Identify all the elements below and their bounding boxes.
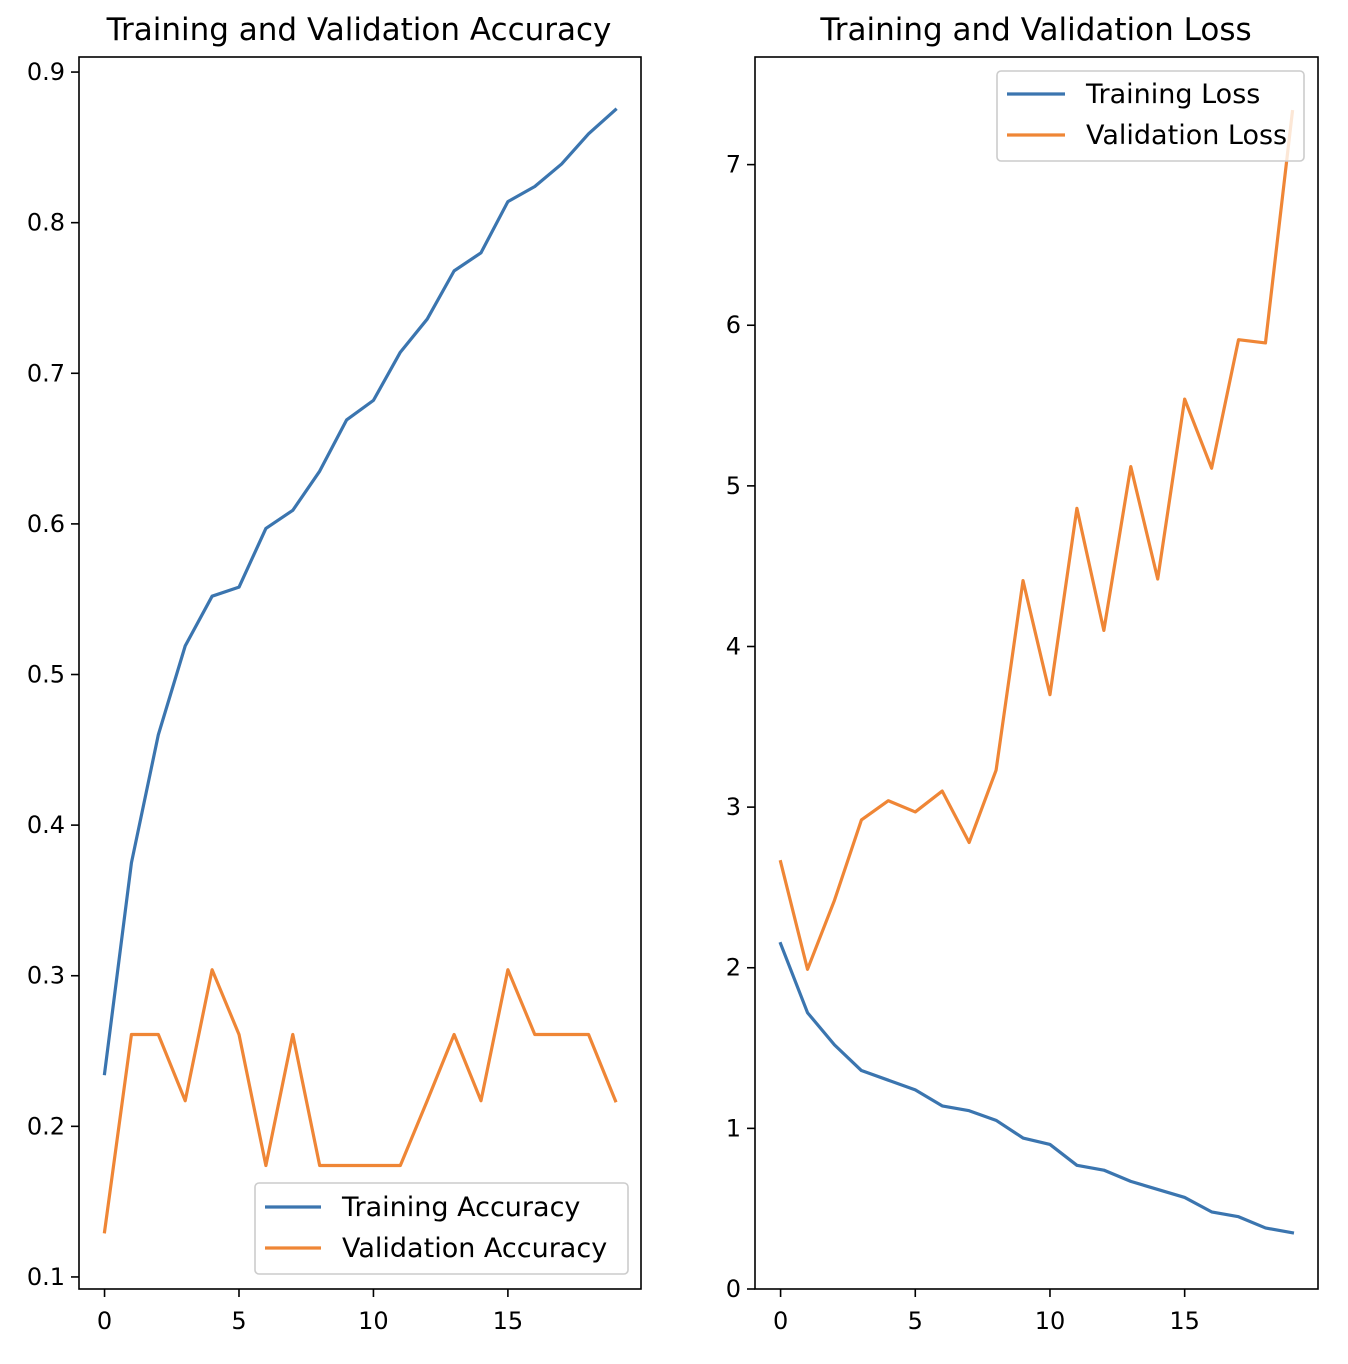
accuracy-legend-box — [254, 1182, 629, 1275]
accuracy-y-tick-label: 0.1 — [27, 1263, 65, 1291]
loss-y-tick-label: 4 — [726, 632, 741, 660]
accuracy-chart-title: Training and Validation Accuracy — [106, 12, 612, 48]
loss-legend-box — [996, 70, 1305, 162]
loss-legend-label-validation: Validation Loss — [1086, 120, 1287, 151]
accuracy-y-tick-label: 0.7 — [27, 359, 65, 387]
loss-x-tick-label: 15 — [1169, 1307, 1200, 1335]
loss-y-tick-label: 3 — [726, 793, 741, 821]
accuracy-series-lines — [102, 107, 618, 1234]
validation-loss-line — [778, 109, 1295, 971]
accuracy-y-tick-label: 0.3 — [27, 962, 65, 990]
accuracy-legend: Training Accuracy Validation Accuracy — [254, 1182, 629, 1275]
accuracy-y-tick-label: 0.2 — [27, 1112, 65, 1140]
accuracy-x-tick-label: 0 — [97, 1307, 112, 1335]
accuracy-y-axis: 0.1 0.2 0.3 0.4 0.5 0.6 0.7 0.8 0.9 — [27, 58, 79, 1291]
loss-series-lines — [778, 109, 1295, 1235]
accuracy-x-tick-label: 15 — [493, 1307, 524, 1335]
training-accuracy-line — [102, 107, 618, 1076]
accuracy-axes-frame — [78, 56, 642, 1290]
loss-y-tick-label: 1 — [726, 1114, 741, 1142]
accuracy-x-tick-label: 10 — [358, 1307, 389, 1335]
accuracy-x-axis: 0 5 10 15 — [97, 1289, 523, 1335]
loss-y-tick-label: 0 — [726, 1275, 741, 1303]
accuracy-plot-area: 0 5 10 15 0.1 0.2 0.3 0.4 0.5 0.6 0.7 0.8 0.9 — [27, 56, 642, 1335]
accuracy-legend-label-validation: Validation Accuracy — [342, 1233, 607, 1264]
loss-x-tick-label: 5 — [908, 1307, 923, 1335]
loss-x-tick-label: 0 — [773, 1307, 788, 1335]
accuracy-y-tick-label: 0.9 — [27, 58, 65, 86]
loss-y-tick-label: 5 — [726, 472, 741, 500]
loss-y-tick-label: 7 — [726, 151, 741, 179]
loss-y-axis: 0 1 2 3 4 5 6 7 — [726, 151, 755, 1303]
accuracy-y-tick-label: 0.8 — [27, 209, 65, 237]
loss-y-tick-label: 2 — [726, 954, 741, 982]
loss-axes-frame — [754, 56, 1319, 1290]
loss-x-tick-label: 10 — [1035, 1307, 1066, 1335]
accuracy-legend-label-training: Training Accuracy — [341, 1192, 580, 1223]
loss-legend-label-training: Training Loss — [1085, 79, 1260, 110]
loss-x-axis: 0 5 10 15 — [773, 1289, 1200, 1335]
loss-chart-title: Training and Validation Loss — [819, 12, 1251, 48]
loss-plot-area: 0 5 10 15 0 1 2 3 4 5 6 7 — [726, 56, 1319, 1335]
accuracy-y-tick-label: 0.4 — [27, 811, 65, 839]
loss-legend: Training Loss Validation Loss — [996, 70, 1305, 162]
accuracy-y-tick-label: 0.6 — [27, 510, 65, 538]
accuracy-chart: Training and Validation Accuracy 0 5 10 15 … — [27, 12, 642, 1335]
loss-y-tick-label: 6 — [726, 311, 741, 339]
accuracy-y-tick-label: 0.5 — [27, 661, 65, 689]
loss-chart: Training and Validation Loss 0 5 10 15 0 1 2 3… — [726, 12, 1319, 1335]
training-loss-line — [778, 941, 1295, 1235]
validation-accuracy-line — [102, 968, 618, 1234]
accuracy-x-tick-label: 5 — [231, 1307, 246, 1335]
